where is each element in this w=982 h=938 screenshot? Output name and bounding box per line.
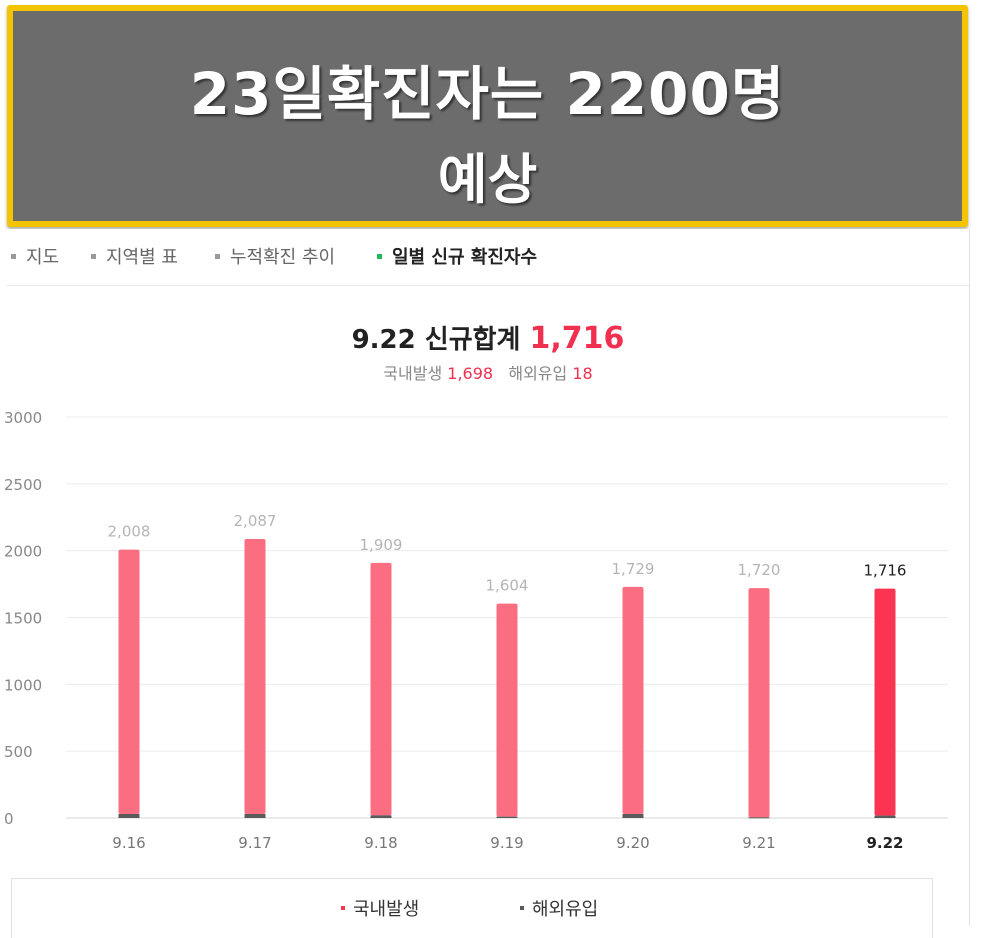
bar-overseas xyxy=(622,813,644,818)
x-tick-label: 9.22 xyxy=(866,834,903,852)
y-tick-label: 2000 xyxy=(4,543,42,561)
bar-domestic xyxy=(748,588,770,818)
x-tick-label: 9.18 xyxy=(364,834,397,852)
summary-date: 9.22 xyxy=(351,325,416,355)
x-tick-label: 9.21 xyxy=(742,834,775,852)
y-tick-label: 2500 xyxy=(4,476,42,494)
bar-overseas xyxy=(748,817,770,819)
summary-title: 9.22 신규합계 1,716 xyxy=(7,319,969,356)
y-tick-label: 3000 xyxy=(4,409,42,427)
headline-line-1: 23일확진자는 2200명 xyxy=(189,60,786,128)
y-tick-label: 0 xyxy=(4,810,14,828)
bar-overseas xyxy=(370,815,392,818)
bar-domestic xyxy=(118,549,140,814)
bar-overseas xyxy=(118,813,140,818)
tab-cumulative-trend[interactable]: 누적확진 추이 xyxy=(215,243,335,269)
legend-label: 국내발생 xyxy=(353,899,420,920)
stats-tab-bar: 지도 지역별 표 누적확진 추이 일별 신규 확진자수 xyxy=(7,229,969,286)
bar-value-label: 1,729 xyxy=(612,560,655,578)
bar-domestic xyxy=(622,586,644,814)
bar-overseas xyxy=(874,815,896,818)
bullet-icon xyxy=(215,253,220,259)
bar-domestic xyxy=(874,588,896,816)
summary-title-label: 신규합계 xyxy=(424,325,521,355)
x-tick-label: 9.17 xyxy=(238,834,271,852)
covid-stats-card: 지도 지역별 표 누적확진 추이 일별 신규 확진자수 9.22 신규합계 1,… xyxy=(7,229,970,926)
tab-label: 누적확진 추이 xyxy=(230,247,336,268)
legend-swatch xyxy=(520,906,524,910)
tab-label: 일별 신규 확진자수 xyxy=(392,247,538,268)
tab-map[interactable]: 지도 xyxy=(11,243,59,269)
summary-total: 1,716 xyxy=(529,321,625,356)
bullet-icon xyxy=(377,253,382,259)
summary-breakdown: 국내발생 1,698 해외유입 18 xyxy=(7,360,969,384)
bar-domestic xyxy=(370,562,392,816)
tab-daily-new-cases[interactable]: 일별 신규 확진자수 xyxy=(377,243,537,269)
bullet-icon xyxy=(11,253,16,259)
x-tick-label: 9.19 xyxy=(490,834,523,852)
legend-item-overseas[interactable]: 해외유입 xyxy=(520,895,598,921)
headline-banner: 23일확진자는 2200명 예상 xyxy=(7,5,968,227)
chart-legend: 국내발생 해외유입 xyxy=(11,878,933,938)
bullet-icon xyxy=(91,253,96,259)
x-tick-label: 9.16 xyxy=(112,834,145,852)
y-tick-label: 500 xyxy=(4,743,33,761)
bar-value-label: 2,087 xyxy=(234,512,277,530)
tab-label: 지역별 표 xyxy=(106,247,178,268)
bar-value-label: 1,720 xyxy=(738,561,781,579)
legend-swatch xyxy=(341,906,345,910)
bar-domestic xyxy=(244,539,266,814)
bar-value-label: 1,604 xyxy=(486,577,529,595)
y-tick-label: 1500 xyxy=(4,610,42,628)
tab-region-table[interactable]: 지역별 표 xyxy=(91,243,178,269)
domestic-value: 1,698 xyxy=(447,364,494,383)
bar-domestic xyxy=(496,603,518,817)
domestic-label: 국내발생 xyxy=(383,364,443,383)
legend-item-domestic[interactable]: 국내발생 xyxy=(341,895,419,921)
legend-label: 해외유입 xyxy=(532,899,599,920)
bar-overseas xyxy=(244,813,266,818)
bar-overseas xyxy=(496,816,518,818)
overseas-label: 해외유입 xyxy=(508,364,568,383)
y-tick-label: 1000 xyxy=(4,676,42,694)
x-tick-label: 9.20 xyxy=(616,834,649,852)
bar-value-label: 2,008 xyxy=(108,523,151,541)
tab-label: 지도 xyxy=(26,247,60,268)
headline-line-2: 예상 xyxy=(437,148,538,211)
bar-value-label: 1,716 xyxy=(864,562,907,580)
bar-value-label: 1,909 xyxy=(360,536,403,554)
overseas-value: 18 xyxy=(572,364,593,383)
